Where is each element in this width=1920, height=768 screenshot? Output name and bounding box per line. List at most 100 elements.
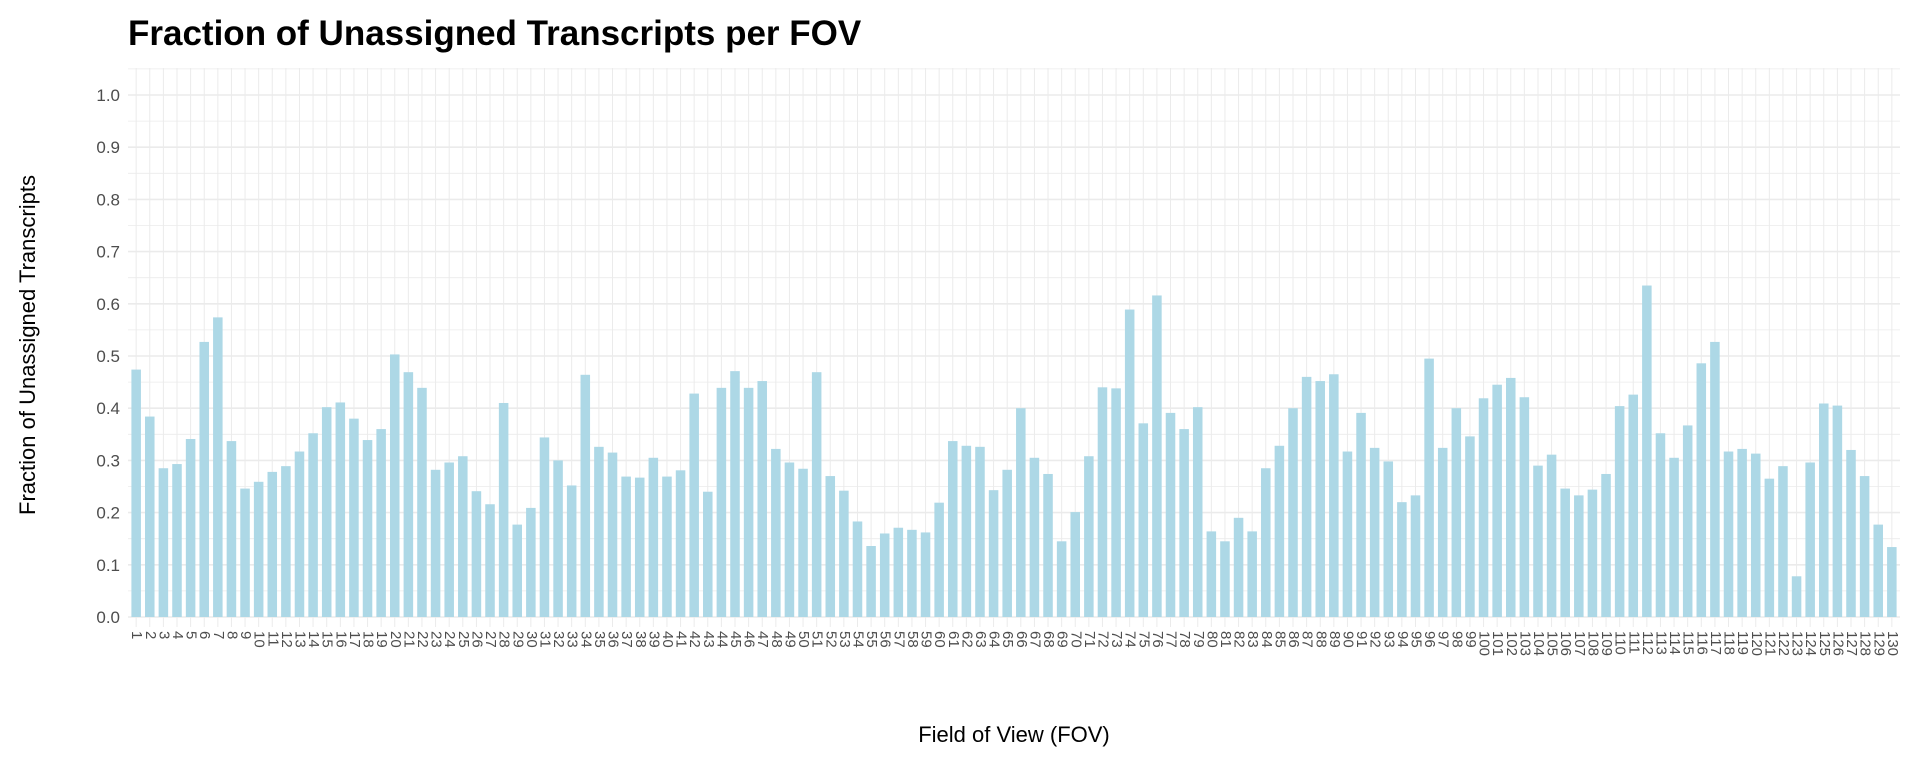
x-tick-label: 11 <box>264 631 281 647</box>
x-tick-label: 83 <box>1244 631 1261 648</box>
bar-fov-75 <box>1138 423 1149 617</box>
bar-fov-98 <box>1451 408 1462 617</box>
x-tick-label: 81 <box>1217 631 1234 648</box>
x-tick-label: 48 <box>768 631 785 648</box>
bar-fov-26 <box>471 491 482 617</box>
x-tick-label: 49 <box>781 631 798 648</box>
x-tick-label: 123 <box>1789 631 1806 656</box>
x-tick-label: 56 <box>877 631 894 648</box>
bar-fov-30 <box>526 507 536 617</box>
x-tick-label: 79 <box>1190 631 1207 648</box>
bar-fov-59 <box>920 532 931 617</box>
x-tick-label: 126 <box>1829 631 1846 656</box>
x-tick-label: 101 <box>1489 631 1506 656</box>
x-tick-label: 14 <box>305 631 322 648</box>
bar-fov-81 <box>1220 541 1230 617</box>
x-tick-label: 89 <box>1326 631 1343 648</box>
x-tick-label: 44 <box>713 631 730 648</box>
x-tick-label: 7 <box>210 631 227 639</box>
bar-fov-86 <box>1288 408 1298 617</box>
y-tick-label: 0.9 <box>96 138 120 157</box>
x-tick-label: 27 <box>482 631 499 648</box>
bar-fov-109 <box>1601 473 1611 617</box>
x-tick-label: 17 <box>346 631 363 648</box>
x-tick-label: 120 <box>1748 631 1765 656</box>
bar-fov-4 <box>172 464 182 617</box>
bar-fov-18 <box>362 440 373 617</box>
x-tick-label: 87 <box>1299 631 1316 648</box>
bar-fov-115 <box>1682 425 1693 617</box>
x-tick-label: 57 <box>890 631 907 648</box>
x-tick-label: 117 <box>1707 631 1724 655</box>
bar-fov-130 <box>1887 547 1897 617</box>
bar-fov-105 <box>1546 454 1557 617</box>
x-tick-label: 29 <box>509 631 526 648</box>
bar-fov-128 <box>1859 476 1870 617</box>
bar-fov-88 <box>1315 381 1325 617</box>
x-tick-label: 39 <box>645 631 662 648</box>
bar-fov-113 <box>1655 433 1666 617</box>
x-tick-label: 2 <box>142 631 159 639</box>
y-tick-label: 0.3 <box>96 451 120 470</box>
bar-fov-129 <box>1873 524 1883 617</box>
y-tick-label: 0.1 <box>96 556 120 575</box>
bar-fov-56 <box>879 533 890 617</box>
y-tick-label: 0.5 <box>96 347 120 366</box>
bar-fov-111 <box>1628 394 1639 617</box>
x-tick-label: 30 <box>523 631 540 648</box>
bar-fov-117 <box>1710 341 1720 617</box>
bar-fov-14 <box>308 433 318 617</box>
x-tick-label: 15 <box>319 631 336 648</box>
bar-fov-10 <box>253 481 264 617</box>
bar-fov-19 <box>376 429 386 617</box>
bar-fov-13 <box>294 451 305 617</box>
x-tick-label: 110 <box>1612 631 1629 655</box>
x-tick-label: 3 <box>155 631 172 639</box>
bar-fov-60 <box>934 502 944 617</box>
x-tick-label: 82 <box>1231 631 1248 648</box>
bar-fov-49 <box>784 462 795 617</box>
bar-fov-79 <box>1192 407 1203 617</box>
x-tick-label: 42 <box>686 631 703 648</box>
x-tick-label: 4 <box>169 631 186 639</box>
bar-fov-77 <box>1165 412 1176 617</box>
bar-fov-120 <box>1750 453 1761 617</box>
x-tick-label: 73 <box>1108 631 1125 648</box>
x-tick-label: 100 <box>1476 631 1493 656</box>
x-tick-label: 32 <box>550 631 567 648</box>
bar-fov-38 <box>634 477 645 617</box>
x-tick-label: 23 <box>428 631 445 648</box>
bar-fov-47 <box>757 381 767 617</box>
x-tick-label: 62 <box>958 631 975 648</box>
x-tick-label: 40 <box>659 631 676 648</box>
x-tick-label: 107 <box>1571 631 1588 656</box>
y-tick-label: 0.4 <box>96 399 120 418</box>
x-tick-label: 61 <box>945 631 962 648</box>
bar-fov-127 <box>1846 449 1856 617</box>
bar-fov-107 <box>1574 495 1584 617</box>
x-tick-label: 46 <box>741 631 758 648</box>
x-tick-label: 21 <box>400 631 417 648</box>
x-tick-label: 118 <box>1721 631 1738 655</box>
bar-fov-95 <box>1410 495 1421 617</box>
x-tick-label: 24 <box>441 631 458 648</box>
x-tick-label: 90 <box>1339 631 1356 648</box>
bar-fov-16 <box>335 402 346 617</box>
bar-fov-73 <box>1111 388 1121 617</box>
bar-fov-12 <box>281 466 291 617</box>
x-tick-label: 47 <box>754 631 771 648</box>
bar-fov-126 <box>1832 405 1843 617</box>
bar-fov-32 <box>553 460 563 617</box>
bar-fov-74 <box>1124 309 1135 617</box>
bar-fov-36 <box>607 452 618 617</box>
x-tick-label: 5 <box>183 631 200 639</box>
x-tick-label: 6 <box>196 631 213 639</box>
bar-fov-27 <box>485 504 495 617</box>
bar-fov-62 <box>961 445 972 617</box>
bar-fov-50 <box>798 468 808 617</box>
bar-fov-121 <box>1764 478 1775 617</box>
x-tick-label: 58 <box>904 631 921 648</box>
x-tick-label: 75 <box>1135 631 1152 648</box>
bar-fov-11 <box>267 471 278 617</box>
x-tick-label: 95 <box>1408 631 1425 648</box>
